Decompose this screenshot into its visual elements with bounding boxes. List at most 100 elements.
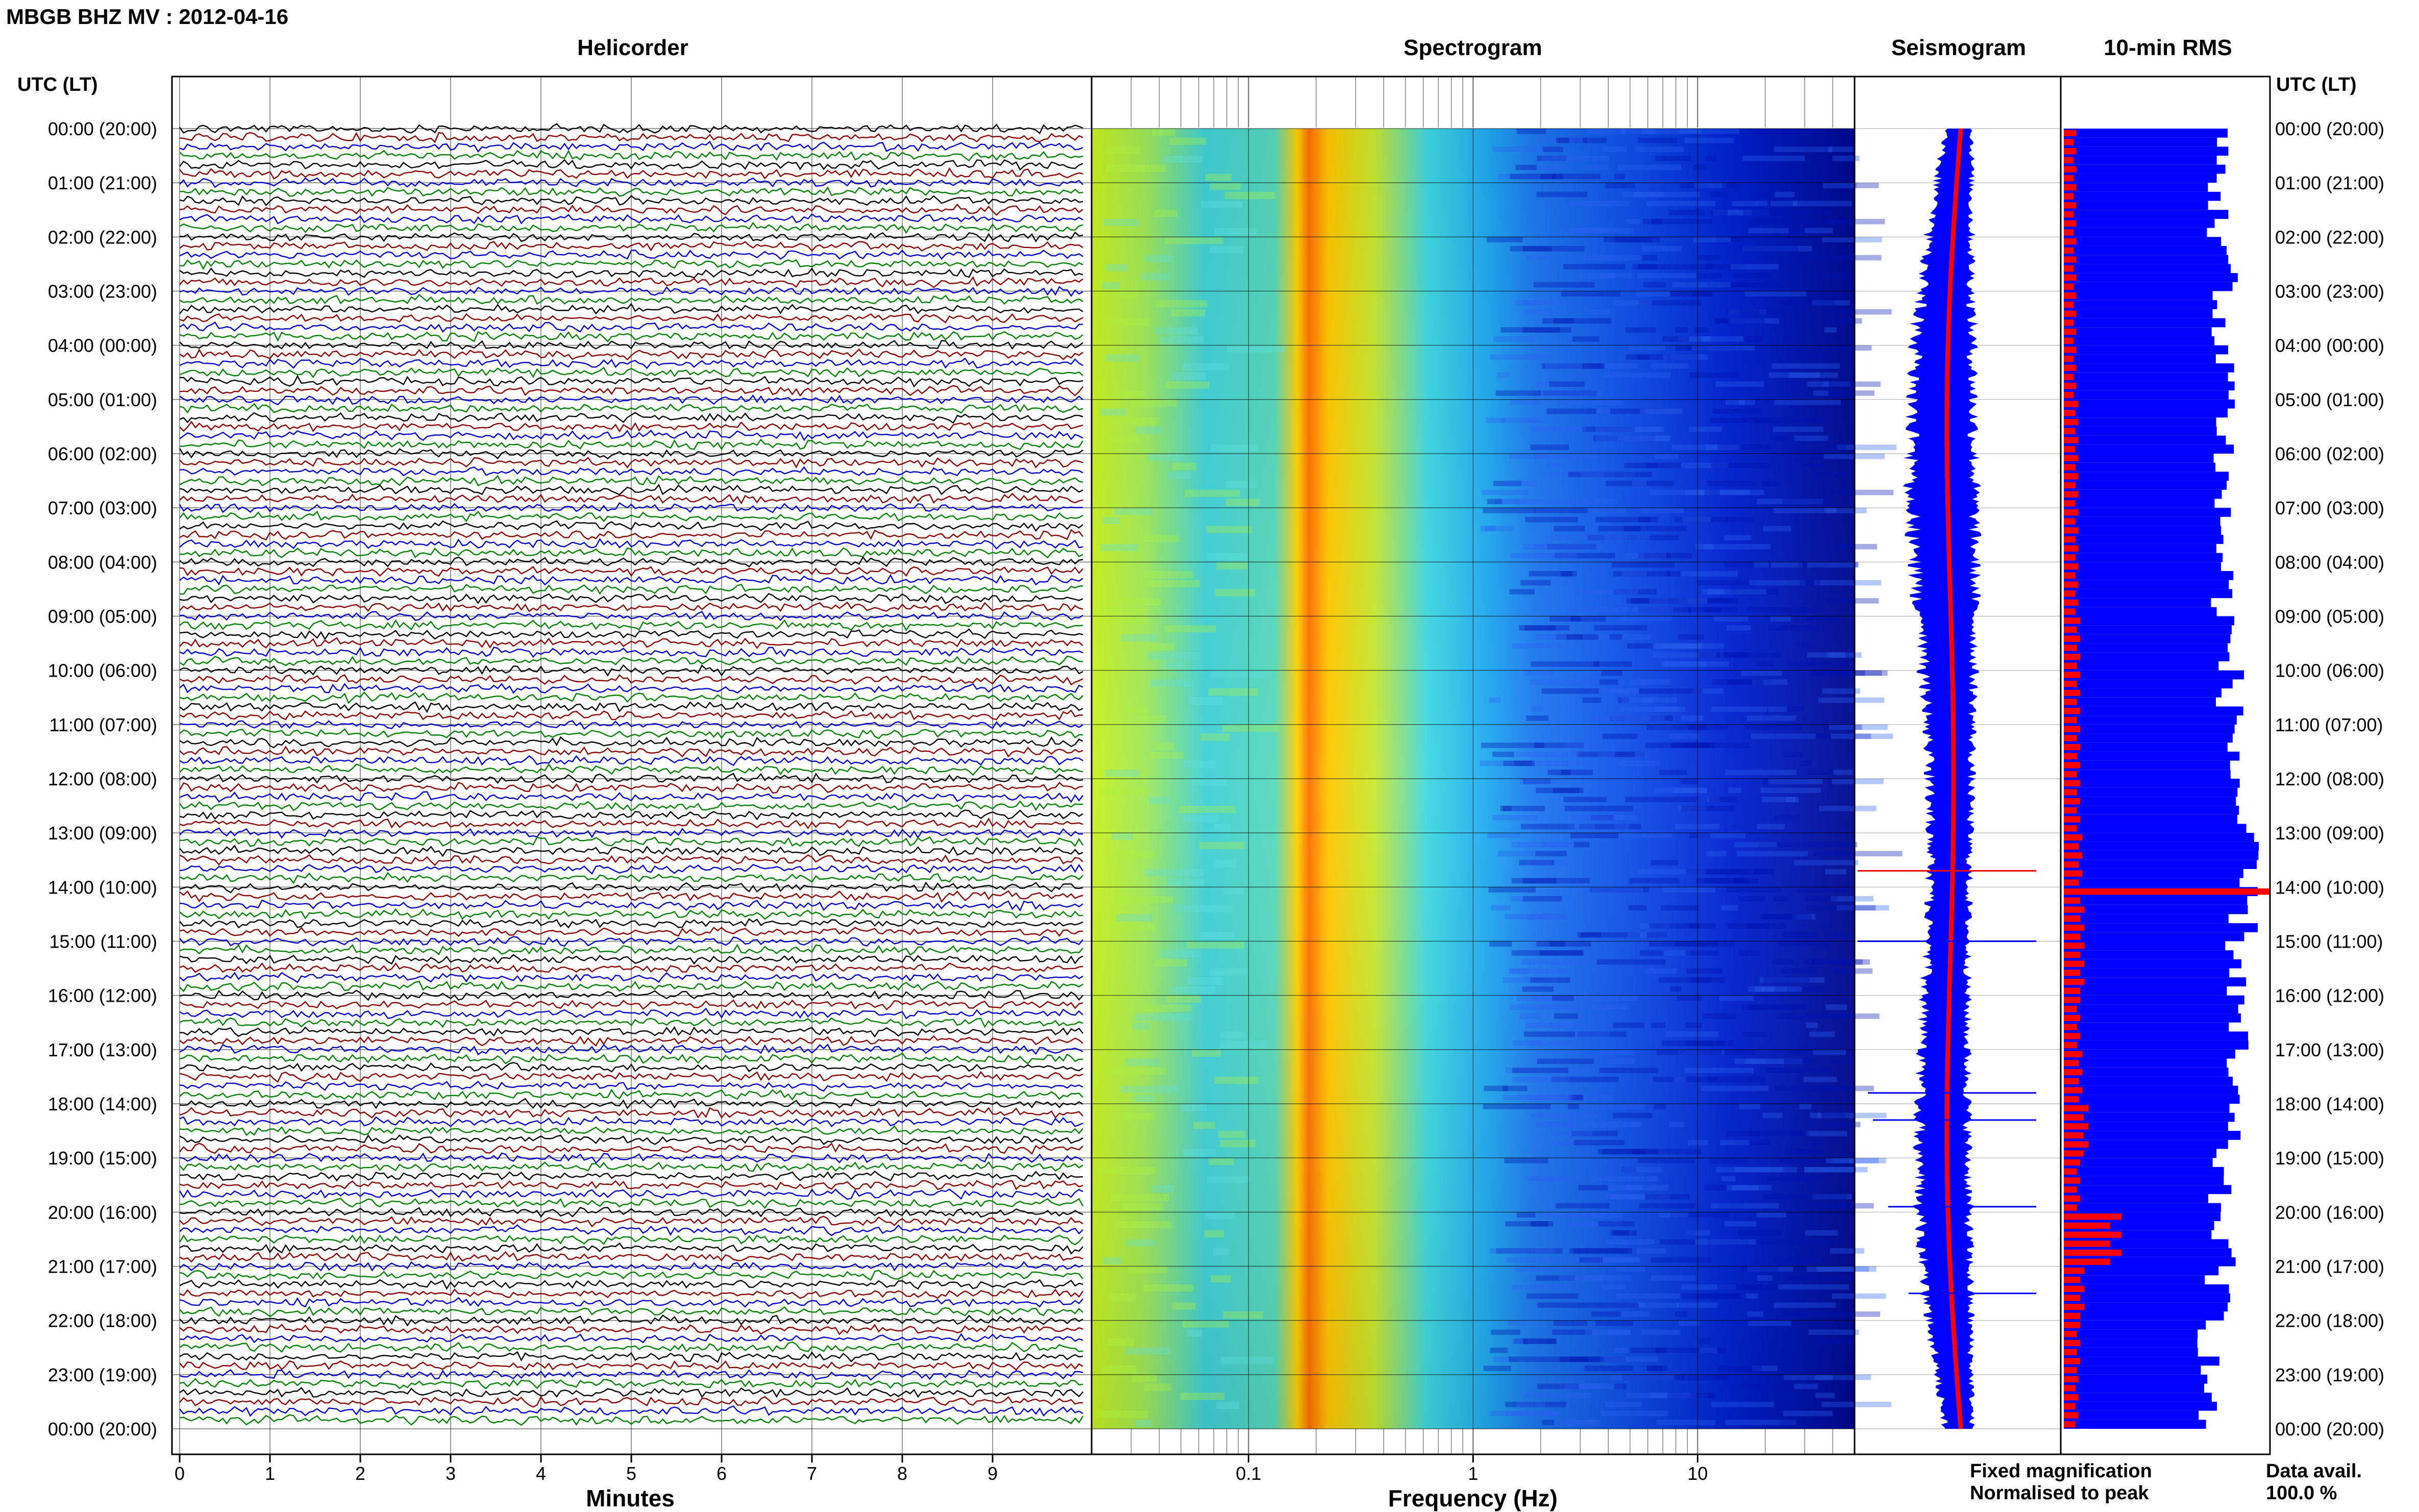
- time-label-right: 03:00 (23:00): [2275, 281, 2384, 302]
- rms-bar-fixed: [2064, 543, 2216, 553]
- spectrogram-speckle: [1488, 887, 1536, 893]
- spectrogram-speckle: [1651, 218, 1713, 225]
- spectrogram-speckle: [1833, 770, 1853, 775]
- spectrogram-speckle: [1724, 562, 1771, 567]
- spectrogram-speckle: [1608, 1058, 1635, 1064]
- spectrogram-speckle: [1631, 1149, 1701, 1155]
- spectrogram-speckle: [1582, 426, 1635, 432]
- rms-bar-fixed: [2064, 345, 2228, 355]
- spectrogram-speckle: [1765, 1058, 1814, 1064]
- spectrogram-speckle: [1810, 1112, 1822, 1119]
- rms-bar-normalised: [2064, 1295, 2081, 1301]
- spectrogram-speckle: [1211, 670, 1272, 678]
- spectrogram-speckle: [1605, 1239, 1655, 1245]
- spectrogram-speckle: [1614, 1383, 1626, 1390]
- spectrogram-speckle: [1717, 1284, 1763, 1290]
- spectrogram-speckle: [1780, 968, 1817, 974]
- helicorder-trace: [179, 980, 1083, 993]
- spectrogram-speckle: [1640, 950, 1664, 956]
- spectrogram-speckle: [1638, 264, 1658, 270]
- rms-bar-fixed: [2064, 146, 2229, 156]
- spectrogram-speckle: [1150, 679, 1194, 687]
- helicorder-trace: [179, 1360, 1083, 1371]
- helicorder-trace: [179, 1251, 1083, 1263]
- spectrogram-speckle: [1658, 462, 1729, 468]
- spectrogram-speckle: [1837, 444, 1897, 450]
- spectrogram-speckle: [1541, 345, 1553, 351]
- spectrogram-speckle: [1700, 1347, 1726, 1353]
- rms-bar-fixed: [2064, 1311, 2224, 1321]
- rms-bar-fixed: [2064, 851, 2259, 860]
- spectrogram-speckle: [1537, 1212, 1605, 1218]
- spectrogram-speckle: [1613, 300, 1652, 306]
- spectrogram-speckle: [1681, 715, 1704, 721]
- spectrogram-speckle: [1556, 1383, 1622, 1390]
- helicorder-trace: [179, 313, 1083, 324]
- rms-bar-fixed: [2064, 751, 2240, 761]
- spectrogram-speckle: [1697, 833, 1746, 838]
- spectrogram-speckle: [1207, 553, 1247, 560]
- spectrogram-speckle: [1533, 282, 1595, 288]
- rms-bar-fixed: [2064, 381, 2235, 391]
- spectrogram-speckle: [1799, 760, 1812, 766]
- spectrogram-speckle: [1542, 318, 1574, 324]
- rms-bar-normalised: [2064, 653, 2081, 660]
- helicorder-trace: [179, 438, 1084, 451]
- spectrogram-speckle: [1606, 1194, 1646, 1200]
- rms-bar-fixed: [2064, 273, 2238, 282]
- spectrogram-speckle: [1543, 146, 1564, 153]
- spectrogram-speckle: [1526, 860, 1551, 865]
- helicorder-trace: [179, 529, 1083, 540]
- rms-bar-fixed: [2064, 201, 2208, 210]
- spectrogram-speckle: [1747, 986, 1787, 992]
- spectrogram-speckle: [1573, 1139, 1625, 1146]
- spectrogram-speckle: [1598, 1221, 1635, 1227]
- rms-bar-normalised: [2064, 518, 2076, 525]
- spectrogram-speckle: [1685, 1230, 1696, 1236]
- spectrogram-speckle: [1549, 941, 1566, 947]
- spectrogram-speckle: [1566, 634, 1598, 640]
- spectrogram-speckle: [1724, 652, 1748, 658]
- spectrogram-speckle: [1504, 1158, 1548, 1163]
- spectrogram-speckle: [1132, 1374, 1157, 1382]
- rms-bar-fixed: [2064, 435, 2226, 445]
- spectrogram-speckle: [1612, 562, 1675, 567]
- helicorder-trace: [179, 1378, 1083, 1390]
- spectrogram-speckle: [1528, 860, 1569, 865]
- helicorder-trace: [179, 1044, 1083, 1056]
- spectrogram-speckle: [1222, 724, 1279, 732]
- spectrogram-speckle: [1811, 959, 1870, 965]
- spectrogram-speckle: [1215, 589, 1255, 597]
- spectrogram-speckle: [1618, 697, 1630, 703]
- spectrogram-speckle: [1630, 679, 1670, 685]
- spectrogram-speckle: [1793, 201, 1853, 207]
- spectrogram-speckle: [1751, 129, 1818, 134]
- spectrogram-speckle: [1714, 318, 1765, 324]
- spectrogram-speckle: [1639, 535, 1680, 540]
- spectrogram-speckle: [1509, 968, 1529, 974]
- spectrogram-speckle: [1822, 273, 1849, 279]
- spectrogram-speckle: [1794, 255, 1823, 261]
- spectrogram-speckle: [1744, 724, 1801, 730]
- spectrogram-speckle: [1149, 797, 1170, 804]
- spectrogram-speckle: [1771, 363, 1840, 369]
- rms-bar-normalised: [2064, 1141, 2089, 1148]
- rms-bar-fixed: [2064, 1031, 2249, 1041]
- spectrogram-speckle: [1579, 824, 1615, 830]
- spectrogram-speckle: [1811, 454, 1848, 459]
- spectrogram-speckle: [1707, 1239, 1748, 1245]
- rms-bar-normalised: [2064, 554, 2076, 561]
- rms-bar-fixed: [2064, 183, 2208, 192]
- helicorder-trace: [179, 1324, 1083, 1335]
- rms-bar-normalised: [2064, 879, 2079, 886]
- spectrogram-speckle: [1618, 760, 1660, 766]
- spectrogram-speckle: [1627, 932, 1667, 938]
- rms-bar-fixed: [2064, 516, 2220, 526]
- spectrogram-speckle: [1789, 661, 1852, 667]
- spectrogram-speckle: [1621, 833, 1641, 838]
- rms-bar-fixed: [2064, 309, 2213, 318]
- rms-bar-normalised: [2064, 1231, 2122, 1238]
- spectrogram-speckle: [1637, 354, 1671, 360]
- spectrogram-speckle: [1625, 1185, 1643, 1191]
- spectrogram-speckle: [1572, 336, 1599, 342]
